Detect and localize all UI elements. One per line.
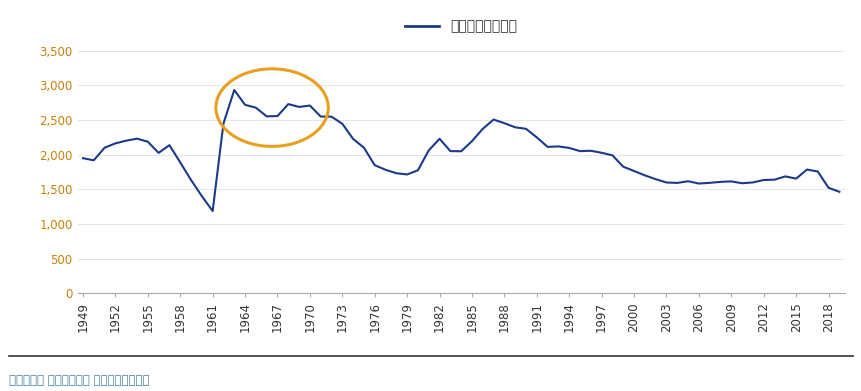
Text: 资料来源： 国家统计局， 国元证券研究中心: 资料来源： 国家统计局， 国元证券研究中心 xyxy=(9,374,149,387)
Legend: 出生人数（万人）: 出生人数（万人） xyxy=(399,14,523,39)
